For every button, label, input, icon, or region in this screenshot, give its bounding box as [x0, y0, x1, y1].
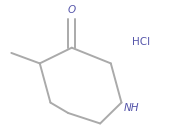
Text: NH: NH — [124, 103, 140, 113]
Text: O: O — [68, 5, 76, 15]
Text: HCl: HCl — [132, 37, 150, 48]
